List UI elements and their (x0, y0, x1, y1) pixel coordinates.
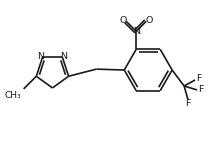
Text: F: F (196, 74, 202, 84)
Text: N: N (38, 52, 44, 61)
Text: O: O (145, 16, 153, 25)
Text: CH₃: CH₃ (4, 91, 21, 100)
Text: F: F (198, 85, 204, 94)
Text: O: O (120, 16, 127, 25)
Text: N: N (133, 27, 140, 36)
Text: N: N (60, 52, 67, 61)
Text: F: F (185, 99, 191, 108)
